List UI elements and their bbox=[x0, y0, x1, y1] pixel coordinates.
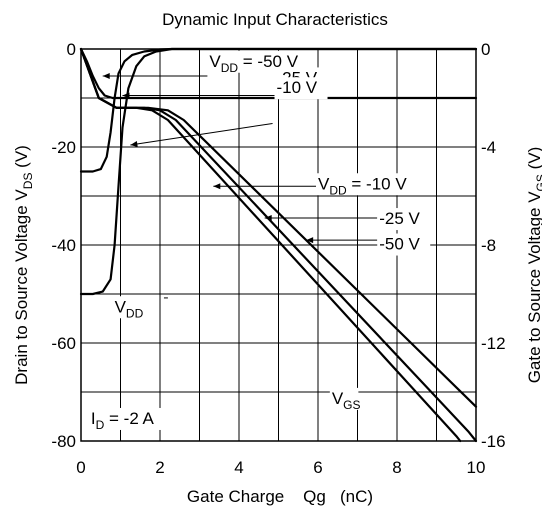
annotation-label: ID = -2 A bbox=[91, 409, 155, 432]
y-left-tick-label: -20 bbox=[51, 138, 76, 157]
x-tick-label: 0 bbox=[76, 458, 85, 477]
data-series bbox=[79, 47, 478, 443]
chart-title: Dynamic Input Characteristics bbox=[162, 10, 388, 29]
annotation-bg bbox=[329, 387, 359, 410]
annotation-label: VDD bbox=[115, 297, 144, 320]
x-tick-label: 2 bbox=[155, 458, 164, 477]
annotation-label: -25 V bbox=[379, 209, 420, 228]
annotation-bg bbox=[274, 77, 328, 100]
x-tick-label: 10 bbox=[467, 458, 486, 477]
annotation-bg bbox=[377, 233, 431, 256]
annotation-label: -50 V bbox=[379, 235, 420, 254]
y-right-tick-label: 0 bbox=[481, 40, 490, 59]
y-left-axis-label: Drain to Source Voltage VDS (V) bbox=[12, 145, 35, 385]
annotation-label: VDD = -50 V bbox=[209, 52, 298, 75]
x-tick-label: 6 bbox=[313, 458, 322, 477]
annotation-label: VGS bbox=[332, 389, 361, 412]
y-left-tick-label: -40 bbox=[51, 236, 76, 255]
y-right-tick-labels: 0 -4 -8 -12 -16 bbox=[481, 40, 506, 451]
annotation-arrowhead bbox=[264, 215, 272, 222]
annotation-arrowhead bbox=[306, 237, 314, 244]
y-left-tick-labels: 0 -20 -40 -60 -80 bbox=[51, 40, 76, 451]
annotation-label: -10 V bbox=[277, 78, 318, 97]
annotation-bg bbox=[88, 407, 177, 430]
series-line bbox=[79, 47, 478, 173]
annotation-bg bbox=[377, 208, 431, 231]
y-left-tick-label: -60 bbox=[51, 334, 76, 353]
y-right-tick-label: -16 bbox=[481, 432, 506, 451]
x-tick-label: 4 bbox=[234, 458, 243, 477]
annotation-label: VDD = -10 V bbox=[318, 174, 407, 197]
x-tick-label: 8 bbox=[392, 458, 401, 477]
annotation-arrowhead bbox=[122, 92, 130, 99]
y-right-tick-label: -12 bbox=[481, 334, 506, 353]
x-tick-labels: 0 2 4 6 8 10 bbox=[76, 458, 485, 477]
annotation-bg bbox=[316, 173, 420, 196]
annotation-bg bbox=[207, 50, 312, 73]
y-left-tick-label: -80 bbox=[51, 432, 76, 451]
y-right-axis-label: Gate to Source Voltage VGS (V) bbox=[525, 147, 542, 384]
annotation-arrowhead bbox=[130, 141, 138, 147]
series-line bbox=[79, 47, 478, 296]
y-right-tick-label: -8 bbox=[481, 236, 496, 255]
x-axis-label: Gate Charge Qg (nC) bbox=[187, 487, 373, 506]
series-line bbox=[79, 47, 462, 443]
annotation-arrowhead bbox=[102, 72, 110, 79]
y-left-tick-label: 0 bbox=[67, 40, 76, 59]
annotation-bg bbox=[112, 296, 142, 319]
series-line bbox=[79, 47, 478, 100]
y-right-tick-label: -4 bbox=[481, 138, 496, 157]
annotation-arrowhead bbox=[213, 183, 221, 190]
annotation-leader bbox=[130, 122, 273, 146]
